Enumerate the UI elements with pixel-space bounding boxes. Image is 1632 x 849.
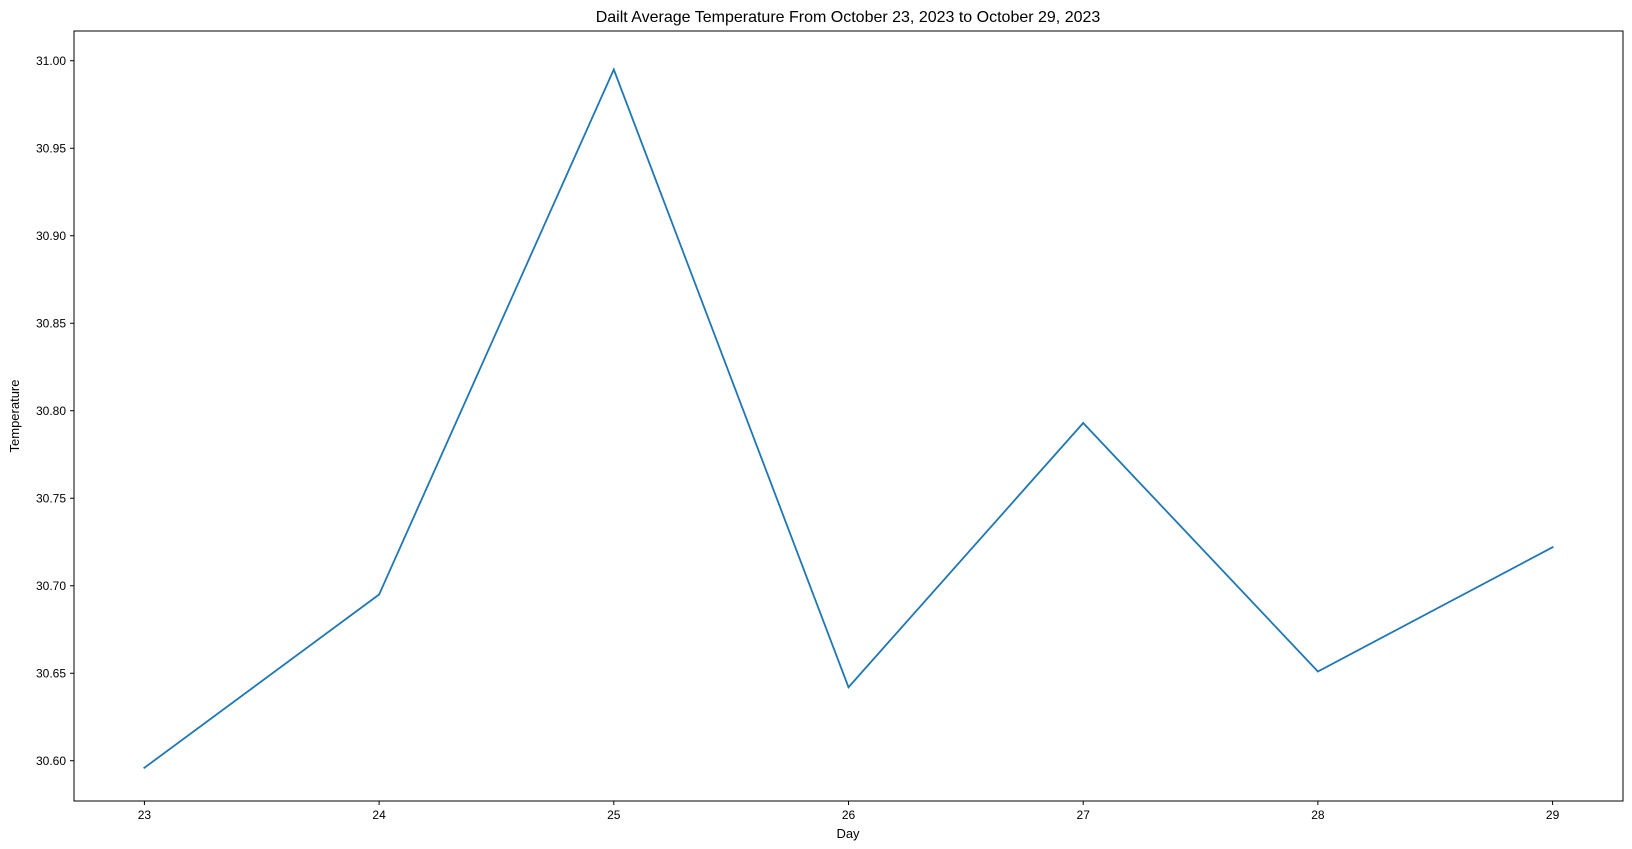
y-tick-label: 30.90 xyxy=(36,229,66,243)
y-tick-label: 30.70 xyxy=(36,579,66,593)
temperature-point xyxy=(612,68,615,71)
y-axis-ticks: 30.60 30.65 30.70 30.75 30.80 30.85 30.90 30.95… xyxy=(36,54,74,768)
temperature-point xyxy=(1551,546,1554,549)
x-tick-label: 29 xyxy=(1546,808,1560,822)
y-tick-label: 30.65 xyxy=(36,666,66,680)
temperature-point xyxy=(378,593,381,596)
y-tick-label: 30.85 xyxy=(36,316,66,330)
y-tick-label: 30.95 xyxy=(36,141,66,155)
x-tick-label: 28 xyxy=(1311,808,1325,822)
y-tick-label: 30.60 xyxy=(36,754,66,768)
temperature-series-line xyxy=(143,67,1554,770)
x-tick-label: 26 xyxy=(842,808,856,822)
chart-title: Dailt Average Temperature From October 2… xyxy=(596,9,1101,26)
temperature-point xyxy=(143,766,146,769)
y-tick-label: 31.00 xyxy=(36,54,66,68)
x-axis-label: Day xyxy=(836,826,860,841)
x-axis-ticks: 23 24 25 26 27 28 29 xyxy=(138,801,1560,822)
temperature-point xyxy=(1082,422,1085,424)
temperature-point xyxy=(847,686,850,689)
y-tick-label: 30.75 xyxy=(36,491,66,505)
x-tick-label: 25 xyxy=(607,808,621,822)
series-layer xyxy=(143,67,1554,770)
y-tick-label: 30.80 xyxy=(36,404,66,418)
x-tick-label: 24 xyxy=(372,808,386,822)
temperature-point xyxy=(1316,670,1319,673)
x-tick-label: 27 xyxy=(1077,808,1091,822)
y-axis-label: Temperature xyxy=(7,380,22,453)
x-tick-label: 23 xyxy=(138,808,152,822)
